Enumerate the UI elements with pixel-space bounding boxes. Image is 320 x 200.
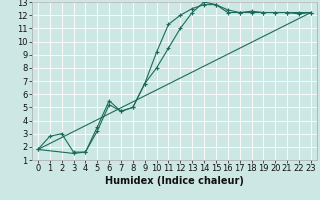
X-axis label: Humidex (Indice chaleur): Humidex (Indice chaleur) (105, 176, 244, 186)
